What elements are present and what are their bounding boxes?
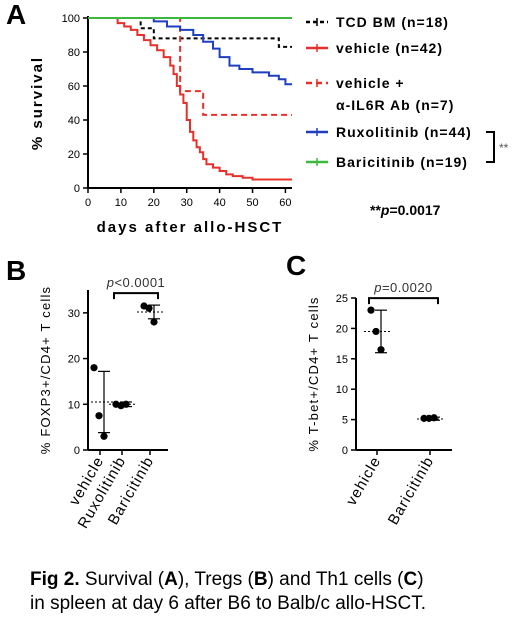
th1-comparison-label: p=0.0020 [373, 280, 433, 295]
panel-label-b: B [6, 255, 26, 286]
legend-label-4: Baricitinib (n=19) [336, 154, 468, 170]
series-line-1 [88, 17, 292, 181]
th1-data-point [420, 414, 428, 422]
panel-label-a: A [6, 0, 26, 30]
legend-label-3: Ruxolitinib (n=44) [336, 124, 472, 140]
caption-fig-label: Fig 2. [30, 569, 80, 590]
survival-axes: 0 20 40 60 80 100 0 10 20 30 40 50 60 days after allo… [29, 13, 292, 236]
caption-text-2: ), Tregs ( [177, 569, 254, 590]
treg-y-tick-label: 0 [74, 445, 80, 457]
treg-y-tick-label: 30 [68, 308, 80, 320]
th1-data-point [430, 414, 438, 422]
y-tick-label: 0 [74, 183, 80, 195]
caption-ref-c: C [403, 569, 418, 590]
legend-label-2: α-IL6R Ab (n=7) [336, 97, 454, 113]
treg-comparison-label: p<0.0001 [106, 275, 166, 290]
treg-data-point [95, 412, 103, 420]
survival-chart: A 0 20 40 60 80 100 0 10 20 30 40 50 60 days after al… [6, 0, 509, 236]
x-axis-title: days after allo-HSCT [97, 219, 284, 236]
series-line-3 [88, 17, 292, 86]
survival-legend: TCD BM (n=18) vehicle (n=42) vehicle + α-IL… [306, 14, 509, 218]
legend-label-0: TCD BM (n=18) [336, 14, 449, 30]
treg-data-point [90, 364, 98, 372]
x-tick-label: 0 [85, 197, 91, 209]
th1-y-tick-label: 0 [342, 445, 348, 457]
th1-y-tick-label: 10 [336, 384, 348, 396]
y-tick-label: 60 [68, 81, 80, 93]
treg-y-tick-label: 20 [68, 354, 80, 366]
caption-ref-b: B [253, 569, 268, 590]
caption-text-1: Survival ( [79, 569, 165, 590]
x-tick-label: 10 [115, 197, 127, 209]
th1-data-point [377, 346, 385, 354]
x-tick-label: 50 [246, 197, 258, 209]
th1-y-tick-label: 15 [336, 354, 348, 366]
x-tick-label: 20 [148, 197, 160, 209]
panel-label-c: C [286, 250, 306, 281]
significance-stars: ** [499, 141, 509, 155]
legend-label-2: vehicle + [336, 75, 405, 91]
legend-label-1: vehicle (n=42) [336, 40, 443, 56]
th1-plot: 0 5 10 15 20 25 % T-bet+/CD4+ T cells vehicle Ba… [306, 280, 452, 528]
x-tick-label: 30 [181, 197, 193, 209]
y-tick-label: 100 [62, 13, 80, 25]
treg-y-tick-label: 10 [68, 399, 80, 411]
treg-data-point [122, 400, 130, 408]
th1-y-tick-label: 20 [336, 323, 348, 335]
caption-text-3: ) and Th1 cells ( [267, 569, 404, 590]
survival-series [88, 17, 292, 181]
treg-data-point [100, 432, 108, 440]
y-tick-label: 80 [68, 47, 80, 59]
th1-y-tick-label: 25 [336, 293, 348, 305]
th1-category-label: vehicle [343, 454, 385, 509]
caption-line-2: in spleen at day 6 after B6 to Balb/c al… [30, 593, 427, 614]
p-value-label: **p=0.0017 [370, 202, 441, 218]
series-line-0 [88, 17, 292, 48]
treg-data-point [150, 318, 158, 326]
th1-data-point [372, 327, 380, 336]
th1-y-axis-title: % T-bet+/CD4+ T cells [306, 296, 321, 451]
th1-y-tick-label: 5 [342, 415, 348, 427]
x-tick-label: 40 [213, 197, 225, 209]
y-tick-label: 20 [68, 149, 80, 161]
th1-comparison-bracket [368, 297, 439, 305]
y-tick-label: 40 [68, 115, 80, 127]
caption-text-4: ) [417, 569, 424, 590]
th1-category-label: Baricitinib [385, 454, 438, 528]
treg-data-point [145, 304, 153, 312]
caption-ref-a: A [164, 569, 178, 590]
th1-chart: C 0 5 10 15 20 25 % T-bet+/CD4+ T cells vehicle… [286, 250, 452, 528]
figure-caption: Fig 2. Survival (A), Tregs (B) and Th1 c… [30, 568, 510, 616]
treg-comparison-bracket [113, 292, 159, 300]
series-line-2 [88, 17, 292, 116]
x-tick-label: 60 [279, 197, 291, 209]
y-axis-title: % survival [29, 56, 46, 150]
significance-bracket [486, 131, 495, 163]
treg-y-axis-title: % FOXP3+/CD4+ T cells [38, 286, 53, 455]
th1-data-point [367, 306, 375, 314]
